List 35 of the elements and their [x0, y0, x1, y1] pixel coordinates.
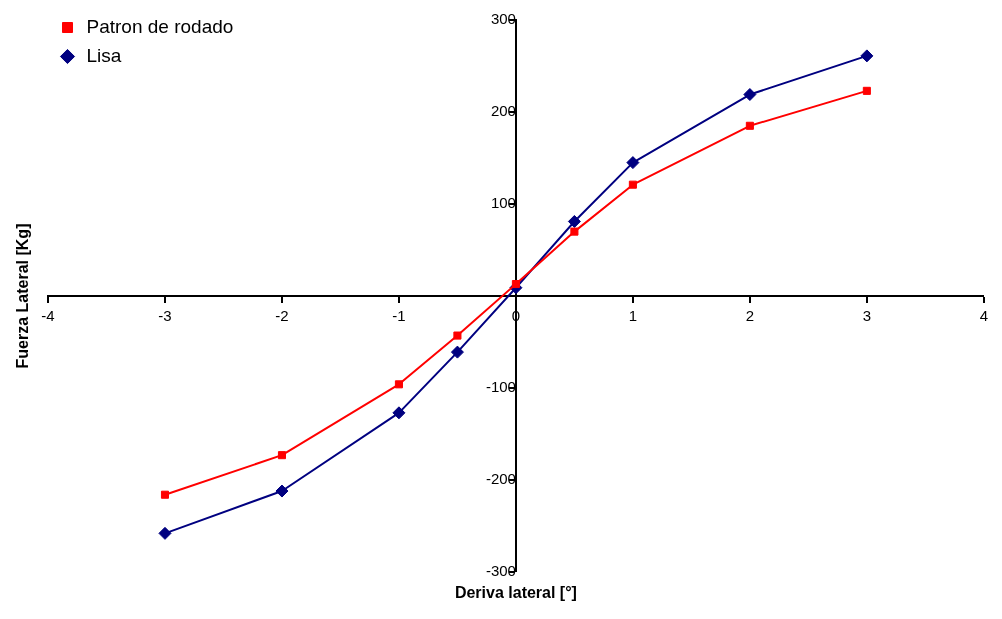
point [745, 121, 754, 130]
y-tick-label: 200 [490, 102, 516, 120]
point [743, 88, 757, 102]
point [275, 484, 289, 498]
legend-label: Lisa [86, 44, 122, 66]
point [860, 49, 874, 63]
point [862, 86, 871, 95]
point [570, 227, 579, 236]
x-axis-title: Deriva lateral [°] [454, 584, 577, 602]
x-tick-label: -4 [41, 307, 55, 325]
point [392, 406, 406, 420]
point [450, 345, 464, 359]
x-tick-label: -2 [275, 307, 289, 325]
y-axis-title: Fuerza Lateral [Kg] [14, 223, 32, 369]
x-tick-label: 1 [628, 307, 638, 325]
y-tick-label: -300 [485, 562, 516, 580]
y-tick-label: 300 [490, 10, 516, 28]
x-tick-label: -3 [158, 307, 172, 325]
y-tick-label: 100 [490, 194, 516, 212]
point [453, 331, 462, 340]
legend-label: Patron de rodado [86, 15, 234, 37]
y-tick-label: -100 [485, 378, 516, 396]
point [394, 380, 403, 389]
point [511, 280, 520, 289]
point [160, 490, 170, 499]
x-tick-label: 3 [862, 307, 872, 325]
point [626, 156, 640, 170]
y-tick-label: -200 [485, 470, 516, 488]
x-tick-label: -1 [392, 307, 406, 325]
point [628, 180, 637, 189]
point [567, 214, 581, 228]
x-tick-label: 4 [979, 307, 988, 325]
point [158, 526, 172, 540]
point [277, 451, 286, 460]
x-tick-label: 2 [745, 307, 755, 325]
